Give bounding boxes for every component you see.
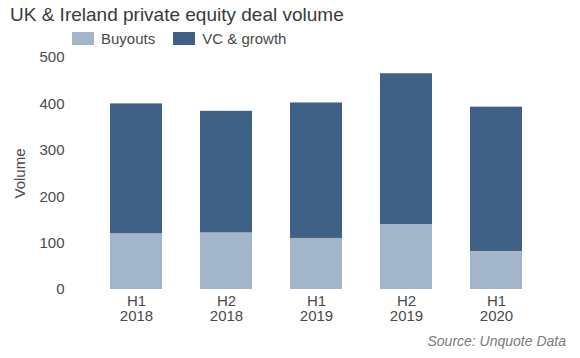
svg-text:H22019: H22019 (390, 292, 423, 324)
svg-text:H12018: H12018 (120, 292, 153, 324)
html-text:UK & Ireland private equity de: UK & Ireland private equity deal volume (10, 4, 344, 25)
html-text:VC & growth: VC & growth (202, 30, 287, 47)
svg-text:H12019: H12019 (300, 292, 333, 324)
svg-text:H12020: H12020 (480, 292, 513, 324)
html-text:Source: Unquote Data: Source: Unquote Data (427, 333, 566, 349)
svg-text:Volume: Volume (11, 148, 28, 198)
svg-text:H22018: H22018 (210, 292, 243, 324)
svg-text:300: 300 (39, 141, 64, 158)
svg-text:100: 100 (39, 234, 64, 251)
svg-text:500: 500 (39, 48, 64, 65)
html-text:Buyouts: Buyouts (101, 30, 156, 47)
svg-text:400: 400 (39, 95, 64, 112)
svg-text:200: 200 (39, 188, 64, 205)
svg-text:0: 0 (56, 280, 64, 297)
